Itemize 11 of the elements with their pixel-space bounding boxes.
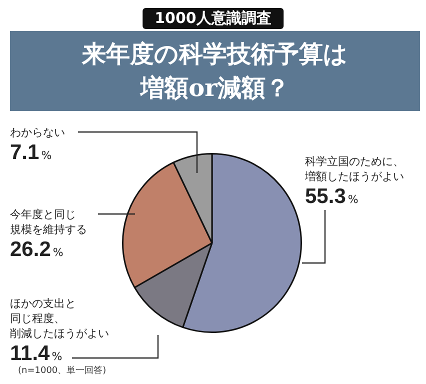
text: (n=1000、単一回答) xyxy=(18,364,106,377)
slice-label: わからない xyxy=(10,126,65,139)
data-label: 26.2% xyxy=(10,238,64,261)
data-label: 55.3% xyxy=(305,185,358,208)
slice-label: ほかの支出と同じ程度、削減したほうがよい xyxy=(10,297,109,340)
data-label: 7.1% xyxy=(10,141,52,164)
slice-label: 今年度と同じ規模を維持する xyxy=(10,208,87,236)
chart-title: 来年度の科学技術予算は増額or減額？ xyxy=(80,38,349,104)
slice-label: 科学立国のために、増額したほうがよい xyxy=(304,155,404,183)
data-label: 11.4% xyxy=(10,342,62,365)
chart-subtitle: 1000人意識調査 xyxy=(142,8,284,29)
